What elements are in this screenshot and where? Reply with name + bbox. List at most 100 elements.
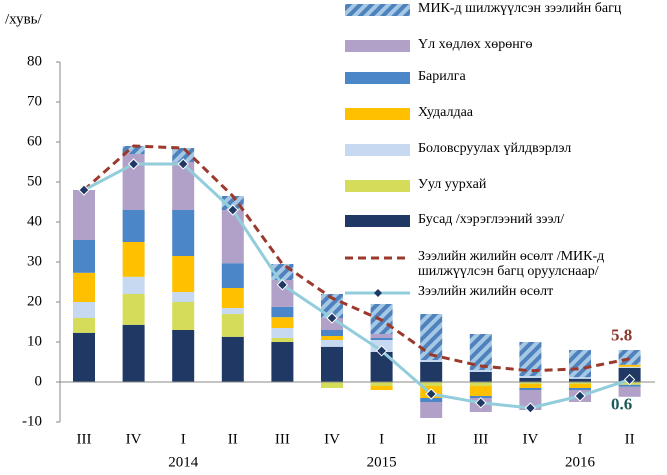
- legend-swatch: [345, 180, 410, 192]
- y-tick-label: 0: [35, 373, 43, 389]
- bar: [569, 377, 591, 379]
- bar: [569, 384, 591, 388]
- bar: [370, 352, 393, 382]
- bar: [73, 240, 95, 273]
- x-tick-label: I: [181, 431, 186, 447]
- bar: [73, 332, 95, 382]
- bar: [122, 146, 145, 154]
- bar: [420, 362, 443, 382]
- legend-label: Уул уурхай: [418, 177, 487, 192]
- y-tick-label: 30: [27, 253, 42, 269]
- bar: [420, 398, 443, 402]
- line: [83, 144, 630, 373]
- bar: [221, 263, 244, 288]
- marker: [425, 388, 437, 400]
- bar: [221, 314, 244, 337]
- bar: [370, 338, 393, 340]
- y-tick-label: 50: [27, 173, 42, 189]
- marker: [276, 279, 289, 291]
- marker: [177, 158, 189, 170]
- x-tick-label: III: [275, 431, 290, 447]
- bar: [321, 330, 343, 336]
- marker: [326, 312, 338, 324]
- bar: [73, 190, 95, 240]
- bar: [469, 382, 492, 386]
- bar: [73, 272, 95, 302]
- bar: [321, 346, 343, 382]
- y-tick-label: 10: [27, 333, 42, 349]
- y-axis-label: /хувь/: [5, 11, 43, 27]
- line: [83, 162, 631, 410]
- bar: [321, 294, 343, 318]
- legend-swatch: [345, 40, 410, 52]
- bar: [172, 330, 195, 382]
- bar: [370, 386, 393, 390]
- x-tick-label: II: [228, 431, 238, 447]
- x-tick-label: III: [473, 431, 488, 447]
- bar: [569, 350, 591, 378]
- legend-label: МИК-д шилжүүлсэн зээлийн багц: [418, 1, 622, 16]
- bar: [420, 382, 443, 386]
- legend-label: Барилга: [418, 69, 466, 84]
- legend-label: Бусад /хэрэглээний зээл/: [418, 212, 565, 227]
- bar: [370, 382, 393, 386]
- bar: [618, 364, 641, 367]
- bar: [122, 324, 145, 382]
- bar: [122, 294, 145, 325]
- x-tick-label: I: [578, 431, 583, 447]
- marker: [574, 390, 586, 402]
- marker: [227, 204, 239, 216]
- legend-swatch: [345, 108, 410, 120]
- bar: [271, 342, 294, 382]
- x-tick-label: II: [426, 431, 436, 447]
- bar: [172, 162, 195, 210]
- year-label: 2014: [168, 454, 199, 470]
- bar: [73, 302, 95, 318]
- bar: [519, 376, 542, 378]
- x-tick-label: III: [77, 431, 92, 447]
- data-label: 0.6: [611, 395, 632, 414]
- bar: [420, 314, 443, 360]
- bar: [122, 276, 145, 294]
- bar: [519, 342, 542, 376]
- bar: [618, 350, 641, 365]
- y-tick-label: 70: [27, 93, 42, 109]
- bar: [519, 384, 542, 388]
- bar: [321, 336, 343, 340]
- bar: [519, 382, 542, 384]
- bar: [321, 382, 343, 388]
- legend-label: Боловсруулах үйлдвэрлэл: [418, 141, 572, 156]
- legend-swatch: [345, 215, 410, 227]
- bar: [172, 256, 195, 292]
- bar: [122, 242, 145, 277]
- bar: [569, 378, 591, 382]
- bar: [221, 288, 244, 308]
- bar: [519, 388, 542, 390]
- bar: [221, 210, 244, 264]
- bar: [569, 388, 591, 390]
- bar: [519, 378, 542, 382]
- legend-swatch: [345, 144, 410, 156]
- marker: [524, 402, 537, 414]
- legend-swatch: [345, 4, 410, 16]
- y-tick-label: -10: [22, 413, 42, 429]
- legend-marker: [374, 289, 382, 297]
- bar: [321, 340, 343, 347]
- legend-label: Үл хөдлөх хөрөнгө: [418, 37, 533, 52]
- bar: [469, 372, 492, 382]
- bar: [519, 390, 542, 410]
- bar: [271, 317, 294, 328]
- year-label: 2016: [565, 454, 596, 470]
- y-tick-label: 20: [27, 293, 42, 309]
- bar: [469, 386, 492, 396]
- legend-label: Зээлийн жилийн өсөлт /МИК-д шилжүүлсэн б…: [418, 249, 605, 279]
- x-tick-label: IV: [126, 431, 142, 447]
- bar: [618, 366, 641, 368]
- legend-label: Худалдаа: [418, 105, 473, 120]
- x-tick-label: IV: [522, 431, 538, 447]
- legend-swatch: [345, 72, 410, 84]
- x-tick-label: I: [379, 431, 384, 447]
- year-label: 2015: [367, 454, 397, 470]
- bar: [469, 396, 492, 398]
